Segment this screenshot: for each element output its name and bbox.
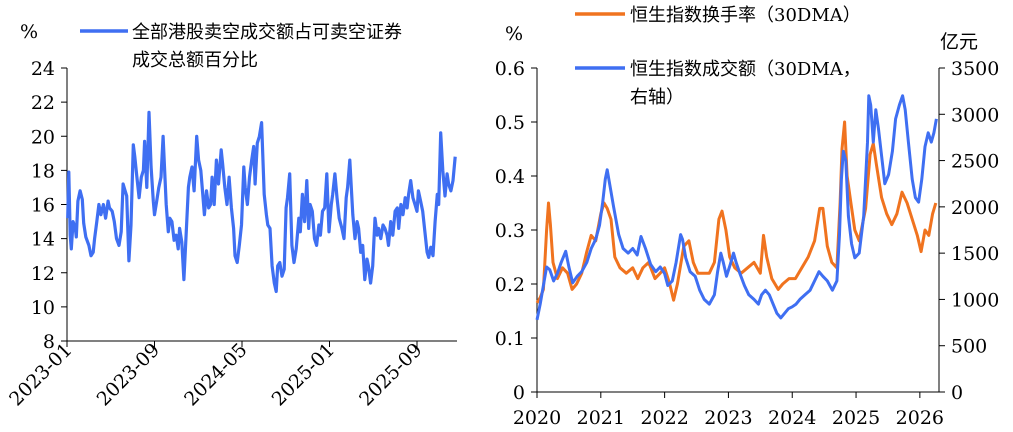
y-tick-label: 0.6 (495, 58, 525, 80)
legend-label: 全部港股卖空成交额占可卖空证券 (132, 22, 402, 43)
x-tick-label: 2024 (768, 407, 816, 429)
x-tick-label: 2024-05 (180, 339, 251, 410)
x-tick-label: 2023 (704, 407, 752, 429)
y-tick-label: 24 (31, 58, 55, 80)
y2-tick-label: 1000 (951, 289, 999, 311)
y-unit-label: % (20, 21, 38, 43)
y-tick-label: 0.5 (495, 112, 525, 134)
y-tick-label: 0.2 (495, 274, 525, 296)
y-tick-label: 10 (31, 297, 55, 319)
y2-tick-label: 500 (951, 336, 987, 358)
y-tick-label: 18 (31, 160, 55, 182)
x-tick-label: 2026 (896, 407, 944, 429)
y2-tick-label: 3500 (951, 58, 999, 80)
y-tick-label: 0.4 (495, 166, 525, 188)
x-tick-label: 2025-09 (355, 339, 426, 410)
right-chart: 0 0.1 0.2 0.3 0.4 0.5 0.6 0 500 1000 1500 2000 2500 3… (490, 0, 1013, 432)
x-tick-label: 2025-01 (268, 339, 339, 410)
y2-tick-label: 3000 (951, 104, 999, 126)
y2-tick-label: 0 (951, 382, 963, 404)
x-tick-label: 2021 (577, 407, 625, 429)
series-line-short-ratio (66, 110, 457, 294)
y-tick-label: 14 (31, 229, 55, 251)
y-tick-label: 8 (43, 331, 55, 353)
y-tick-label: 0.3 (495, 220, 525, 242)
y-tick-label: 20 (31, 126, 55, 148)
legend-label: 成交总额百分比 (132, 50, 258, 71)
y-tick-label: 16 (31, 195, 55, 217)
y-tick-label: 0.1 (495, 328, 525, 350)
y2-tick-label: 2000 (951, 197, 999, 219)
series-line-turnover-amount (535, 94, 938, 321)
x-tick-label: 2020 (513, 407, 561, 429)
y2-tick-label: 2500 (951, 151, 999, 173)
x-tick-label: 2023-01 (5, 339, 76, 410)
y-tick-label: 12 (31, 263, 55, 285)
series-line-turnover-rate (535, 120, 938, 304)
y2-tick-label: 1500 (951, 243, 999, 265)
x-tick-label: 2025 (832, 407, 880, 429)
y-unit-label: % (505, 23, 523, 45)
left-chart: 8 10 12 14 16 18 20 22 24% 2023-01 2023-09 2024-05 2… (0, 0, 490, 432)
legend-label-turnover-amount: 右轴） (630, 87, 684, 108)
x-tick-label: 2022 (640, 407, 688, 429)
legend-label-turnover-rate: 恒生指数换手率（30DMA） (630, 5, 861, 26)
y-tick-label: 22 (31, 92, 55, 114)
legend-label-turnover-amount: 恒生指数成交额（30DMA， (630, 59, 861, 80)
y2-unit-label: 亿元 (940, 31, 978, 53)
y-tick-label: 0 (513, 382, 525, 404)
hsi-turnover-chart: 0 0.1 0.2 0.3 0.4 0.5 0.6 0 500 1000 1500 2000 2500 3… (495, 5, 1000, 429)
x-tick-label: 2023-09 (93, 339, 164, 410)
